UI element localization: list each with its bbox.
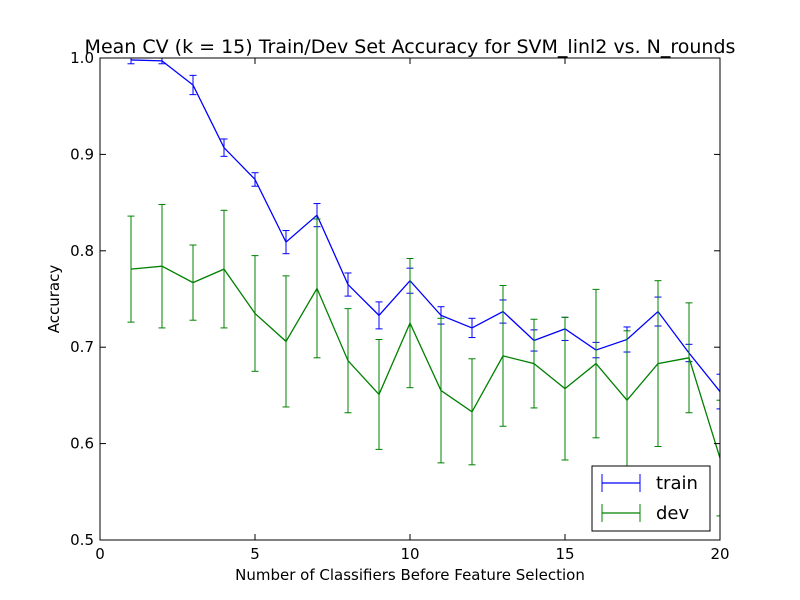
y-tick-label: 1.0 bbox=[70, 49, 94, 67]
x-tick-label: 15 bbox=[555, 545, 574, 563]
y-tick-label: 0.7 bbox=[70, 338, 94, 356]
legend-entry-train: train bbox=[601, 473, 698, 494]
legend-label-dev: dev bbox=[656, 503, 690, 524]
x-tick-label: 0 bbox=[95, 545, 105, 563]
plot-area-frame bbox=[99, 57, 721, 541]
y-tick-label: 0.8 bbox=[70, 242, 94, 260]
series-layer bbox=[127, 58, 720, 517]
y-tick-label: 0.5 bbox=[70, 531, 94, 549]
legend-label-train: train bbox=[656, 473, 698, 494]
legend-entry-dev: dev bbox=[601, 503, 690, 524]
chart-title: Mean CV (k = 15) Train/Dev Set Accuracy … bbox=[85, 36, 736, 58]
dev-line bbox=[130, 265, 720, 459]
series-dev bbox=[127, 204, 720, 517]
legend-entries: train dev bbox=[601, 473, 698, 524]
y-tick-label: 0.9 bbox=[70, 145, 94, 163]
series-train bbox=[127, 58, 720, 410]
legend: train dev bbox=[591, 465, 711, 532]
tick-labels-layer: 0 5 10 15 20 0.5 0.6 0.7 0.8 0.9 1.0 bbox=[70, 49, 729, 563]
y-axis-label: Accuracy bbox=[45, 265, 63, 334]
x-axis-label: Number of Classifiers Before Feature Sel… bbox=[235, 566, 585, 584]
train-line bbox=[130, 59, 720, 392]
x-tick-label: 20 bbox=[710, 545, 729, 563]
legend-frame bbox=[591, 465, 711, 532]
x-tick-label: 5 bbox=[250, 545, 260, 563]
x-tick-label: 10 bbox=[400, 545, 419, 563]
y-tick-label: 0.6 bbox=[70, 435, 94, 453]
